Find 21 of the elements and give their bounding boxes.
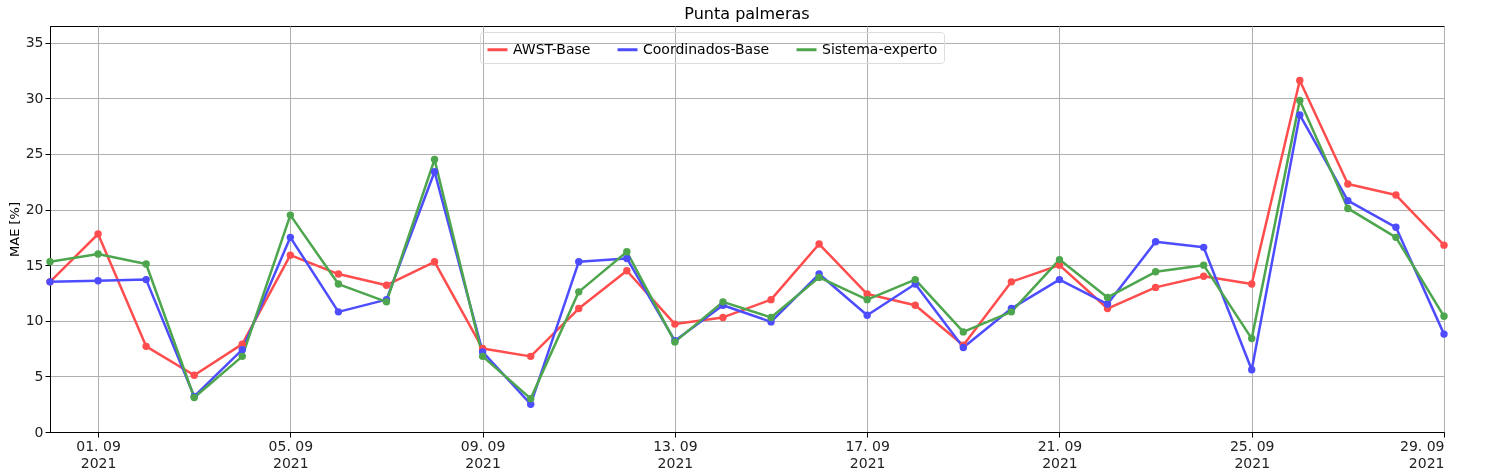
legend-label: AWST-Base — [513, 40, 591, 57]
y-tick-label: 5 — [34, 367, 44, 384]
y-tick-label: 30 — [25, 89, 44, 106]
x-tick-label: 13. 09 2021 — [653, 437, 698, 471]
y-tick-label: 20 — [25, 201, 44, 218]
x-tick-label: 25. 09 2021 — [1229, 437, 1275, 471]
x-tick-label: 01. 09 2021 — [76, 437, 121, 471]
x-tick-label: 29. 09 2021 — [1399, 437, 1445, 471]
y-tick-label: 35 — [25, 34, 44, 51]
y-tick-label: 25 — [25, 145, 44, 162]
y-axis-title: MAE [%] — [6, 202, 22, 257]
x-tick-label: 17. 09 2021 — [845, 437, 890, 471]
chart-title: Punta palmeras — [684, 4, 810, 23]
y-tick-label: 10 — [25, 312, 44, 329]
x-tick-label: 09. 09 2021 — [460, 437, 506, 471]
x-tick-label: 05. 09 2021 — [268, 437, 314, 471]
legend-label: Coordinados-Base — [643, 40, 770, 57]
y-tick-label: 15 — [25, 256, 44, 273]
legend-label: Sistema-experto — [822, 40, 938, 57]
y-tick-label: 0 — [34, 423, 44, 440]
x-tick-label: 21. 09 2021 — [1037, 437, 1083, 471]
